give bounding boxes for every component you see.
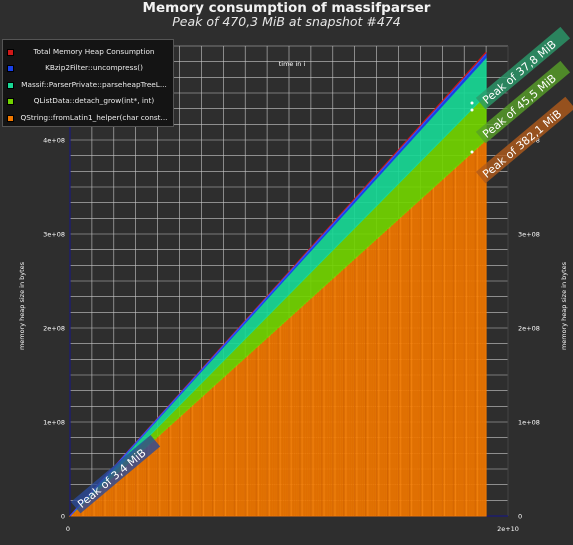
y-tick-label-left: 0 <box>61 513 65 521</box>
x-axis-title: time in i <box>279 60 306 68</box>
legend-label: Total Memory Heap Consumption <box>33 47 155 56</box>
chart-legend: Total Memory Heap Consumption KBzip2Filte… <box>2 39 174 127</box>
y-tick-label-right: 2e+08 <box>518 325 540 333</box>
legend-item: Total Memory Heap Consumption <box>3 45 173 59</box>
y-tick-label-right: 0 <box>518 513 522 521</box>
y-tick-label-right: 1e+08 <box>518 419 540 427</box>
legend-swatch <box>7 98 14 106</box>
legend-label: KBzip2Filter::uncompress() <box>45 63 143 73</box>
y-tick-label-left: 4e+08 <box>43 137 65 145</box>
peak-label-1-box <box>475 60 571 144</box>
y-tick-label-left: 1e+08 <box>43 419 65 427</box>
legend-swatch <box>7 49 14 56</box>
legend-label: QListData::detach_grow(int*, int) <box>33 96 155 106</box>
legend-swatch <box>7 65 14 73</box>
legend-label: QString::fromLatin1_helper(char const... <box>20 112 168 122</box>
peak-label-0-box <box>475 96 573 184</box>
peak-marker <box>470 150 474 154</box>
legend-label: Massif::ParserPrivate::parseheapTreeL... <box>21 79 167 89</box>
peak-label-2-box <box>475 26 571 110</box>
kbzip2-boundary-line <box>69 53 487 517</box>
chart-subtitle: Peak of 470,3 MiB at snapshot #474 <box>172 14 401 29</box>
y-axis-title-right: memory heap size in bytes <box>560 261 568 350</box>
legend-item: Massif::ParserPrivate::parseheapTreeL... <box>3 78 173 92</box>
y-axis-title-left: memory heap size in bytes <box>18 261 26 350</box>
legend-item: QString::fromLatin1_helper(char const... <box>3 111 173 125</box>
legend-swatch <box>7 114 14 122</box>
peak-marker <box>470 108 474 112</box>
peak-label-3-box <box>70 435 161 514</box>
x-tick-label: 0 <box>66 525 70 533</box>
chart-title: Memory consumption of massifparser <box>142 0 431 16</box>
y-tick-label-left: 2e+08 <box>43 325 65 333</box>
y-tick-label-left: 3e+08 <box>43 231 65 239</box>
legend-swatch <box>7 81 14 89</box>
peak-marker <box>470 101 474 105</box>
legend-item: QListData::detach_grow(int*, int) <box>3 94 173 108</box>
legend-item: KBzip2Filter::uncompress() <box>3 61 173 75</box>
x-tick-label: 2e+10 <box>497 525 519 533</box>
y-tick-label-right: 3e+08 <box>518 231 540 239</box>
